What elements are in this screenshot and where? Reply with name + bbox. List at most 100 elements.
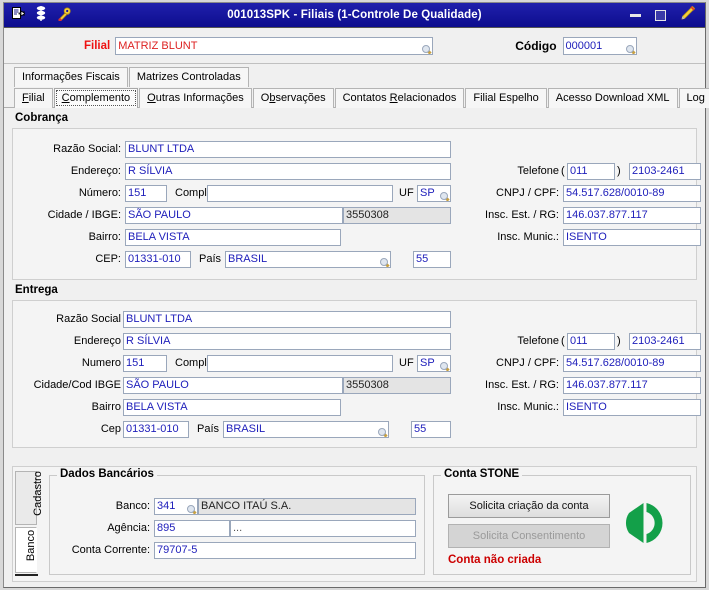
- agencia-dv-input[interactable]: ...: [230, 520, 416, 537]
- entrega-razao-social-label: Razão Social: [56, 313, 121, 325]
- banco-label: Banco:: [115, 500, 150, 512]
- filial-input[interactable]: MATRIZ BLUNT: [115, 36, 434, 55]
- entrega-insc-est-label: Insc. Est. / RG:: [485, 379, 559, 391]
- cobranca-title: Cobrança: [15, 112, 69, 124]
- tabstrip-secondary: Informações Fiscais Matrizes Controladas: [4, 64, 705, 87]
- tab-acesso-download-xml[interactable]: Acesso Download XML: [547, 88, 678, 108]
- header-bar: Filial MATRIZ BLUNT Código 000001: [4, 28, 705, 64]
- codigo-input[interactable]: 000001: [562, 36, 637, 55]
- entrega-razao-social-input[interactable]: BLUNT LTDA: [123, 311, 451, 328]
- entrega-compl-input[interactable]: [207, 355, 393, 372]
- vtab-banco[interactable]: Banco: [15, 527, 37, 573]
- vtab-cadastro-label: Cadastro: [31, 471, 44, 516]
- cobranca-bairro-label: Bairro:: [88, 231, 121, 243]
- entrega-telefone-close-paren: ): [617, 335, 621, 347]
- stone-logo-icon: [622, 500, 668, 549]
- conta-stone-title: Conta STONE: [441, 468, 523, 480]
- cobranca-telefone-numero-input[interactable]: 2103-2461: [629, 163, 701, 180]
- cobranca-insc-munic-label: Insc. Munic.:: [497, 231, 559, 243]
- entrega-cnpj-input[interactable]: 54.517.628/0010-89: [563, 355, 701, 372]
- dados-bancarios-group: Dados Bancários Banco: 341 BANCO ITAÚ S.…: [49, 468, 425, 575]
- entrega-cep-label: Cep: [100, 423, 121, 435]
- entrega-uf-label: UF: [399, 357, 414, 369]
- cobranca-compl-label: Compl.: [175, 187, 210, 199]
- cobranca-insc-munic-input[interactable]: ISENTO: [563, 229, 701, 246]
- cobranca-cidade-input[interactable]: SÃO PAULO: [125, 207, 343, 224]
- conta-status-text: Conta não criada: [448, 554, 542, 566]
- entrega-bairro-input[interactable]: BELA VISTA: [123, 399, 341, 416]
- entrega-endereco-input[interactable]: R SÍLVIA: [123, 333, 451, 350]
- entrega-numero-input[interactable]: 151: [123, 355, 167, 372]
- vtab-cadastro[interactable]: Cadastro: [15, 471, 44, 525]
- tab-outras-informacoes[interactable]: Outras Informações: [139, 88, 252, 108]
- minimize-icon[interactable]: [630, 13, 641, 17]
- window-frame: 001013SPK - Filiais (1-Controle De Quali…: [3, 2, 709, 588]
- cobranca-pais-input[interactable]: BRASIL: [225, 251, 391, 268]
- cobranca-numero-input[interactable]: 151: [125, 185, 167, 202]
- cobranca-insc-est-label: Insc. Est. / RG:: [485, 209, 559, 221]
- tab-log[interactable]: Log: [678, 88, 709, 108]
- entrega-uf-input[interactable]: SP: [417, 355, 451, 372]
- window-title: 001013SPK - Filiais (1-Controle De Quali…: [227, 9, 482, 21]
- entrega-ibge-input: 3550308: [343, 377, 451, 394]
- traffic-light-icon[interactable]: [35, 6, 47, 24]
- tab-complemento[interactable]: Complemento: [53, 88, 139, 108]
- vtab-banco-label: Banco: [25, 529, 38, 562]
- entrega-telefone-open-paren: (: [561, 335, 565, 347]
- banco-code-input[interactable]: 341: [154, 498, 198, 515]
- entrega-telefone-ddd-input[interactable]: 011: [567, 333, 615, 350]
- entrega-section: Entrega Razão Social BLUNT LTDA Endereço…: [12, 284, 701, 448]
- conta-stone-group: Conta STONE Solicita criação da conta So…: [433, 468, 691, 575]
- agencia-input[interactable]: 895: [154, 520, 230, 537]
- cobranca-cnpj-input[interactable]: 54.517.628/0010-89: [563, 185, 701, 202]
- cobranca-uf-input[interactable]: SP: [417, 185, 451, 202]
- entrega-ddi-input[interactable]: 55: [411, 421, 451, 438]
- tab-matrizes-controladas[interactable]: Matrizes Controladas: [128, 67, 249, 87]
- cobranca-ddi-input[interactable]: 55: [413, 251, 451, 268]
- cobranca-telefone-label: Telefone: [517, 165, 559, 177]
- entrega-endereco-label: Endereço: [73, 335, 121, 347]
- cobranca-section: Cobrança Razão Social: BLUNT LTDA Endere…: [12, 112, 701, 280]
- cobranca-telefone-ddd-input[interactable]: 011: [567, 163, 615, 180]
- window-controls: [630, 5, 705, 24]
- entrega-numero-label: Numero: [81, 357, 121, 369]
- client-area: Filial MATRIZ BLUNT Código 000001 Inform…: [4, 28, 709, 587]
- entrega-cidade-label: Cidade/Cod IBGE: [33, 379, 121, 391]
- document-export-icon[interactable]: [12, 7, 26, 23]
- entrega-telefone-label: Telefone: [517, 335, 559, 347]
- cobranca-endereco-label: Endereço:: [70, 165, 121, 177]
- cobranca-cep-input[interactable]: 01331-010: [125, 251, 191, 268]
- entrega-insc-munic-label: Insc. Munic.:: [497, 401, 559, 413]
- codigo-label: Código: [515, 38, 557, 53]
- cobranca-bairro-input[interactable]: BELA VISTA: [125, 229, 341, 246]
- solicita-criacao-conta-button[interactable]: Solicita criação da conta: [448, 494, 610, 518]
- conta-corrente-input[interactable]: 79707-5: [154, 542, 416, 559]
- title-bar: 001013SPK - Filiais (1-Controle De Quali…: [4, 3, 705, 28]
- entrega-insc-munic-input[interactable]: ISENTO: [563, 399, 701, 416]
- tab-filial-espelho[interactable]: Filial Espelho: [465, 88, 547, 108]
- tab-filial[interactable]: Filial: [14, 88, 53, 108]
- entrega-telefone-numero-input[interactable]: 2103-2461: [629, 333, 701, 350]
- entrega-cidade-input[interactable]: SÃO PAULO: [123, 377, 343, 394]
- cobranca-insc-est-input[interactable]: 146.037.877.117: [563, 207, 701, 224]
- entrega-title: Entrega: [15, 284, 58, 296]
- entrega-bairro-label: Bairro: [91, 401, 121, 413]
- tab-contatos-relacionados[interactable]: Contatos Relacionados: [334, 88, 465, 108]
- cobranca-pais-label: País: [199, 253, 222, 265]
- cobranca-compl-input[interactable]: [207, 185, 393, 202]
- tab-informacoes-fiscais[interactable]: Informações Fiscais: [14, 67, 128, 87]
- entrega-insc-est-input[interactable]: 146.037.877.117: [563, 377, 701, 394]
- wrench-icon[interactable]: [57, 7, 71, 24]
- cobranca-endereco-input[interactable]: R SÍLVIA: [125, 163, 451, 180]
- entrega-cep-input[interactable]: 01331-010: [123, 421, 189, 438]
- cobranca-razao-social-input[interactable]: BLUNT LTDA: [125, 141, 451, 158]
- entrega-pais-input[interactable]: BRASIL: [223, 421, 389, 438]
- conta-corrente-label: Conta Corrente:: [71, 544, 150, 556]
- cobranca-uf-label: UF: [399, 187, 414, 199]
- maximize-icon[interactable]: [655, 9, 666, 21]
- cobranca-ibge-input: 3550308: [343, 207, 451, 224]
- pencil-icon[interactable]: [680, 5, 696, 24]
- tab-observacoes[interactable]: Observações: [252, 88, 334, 108]
- cobranca-razao-social-label: Razão Social:: [53, 143, 121, 155]
